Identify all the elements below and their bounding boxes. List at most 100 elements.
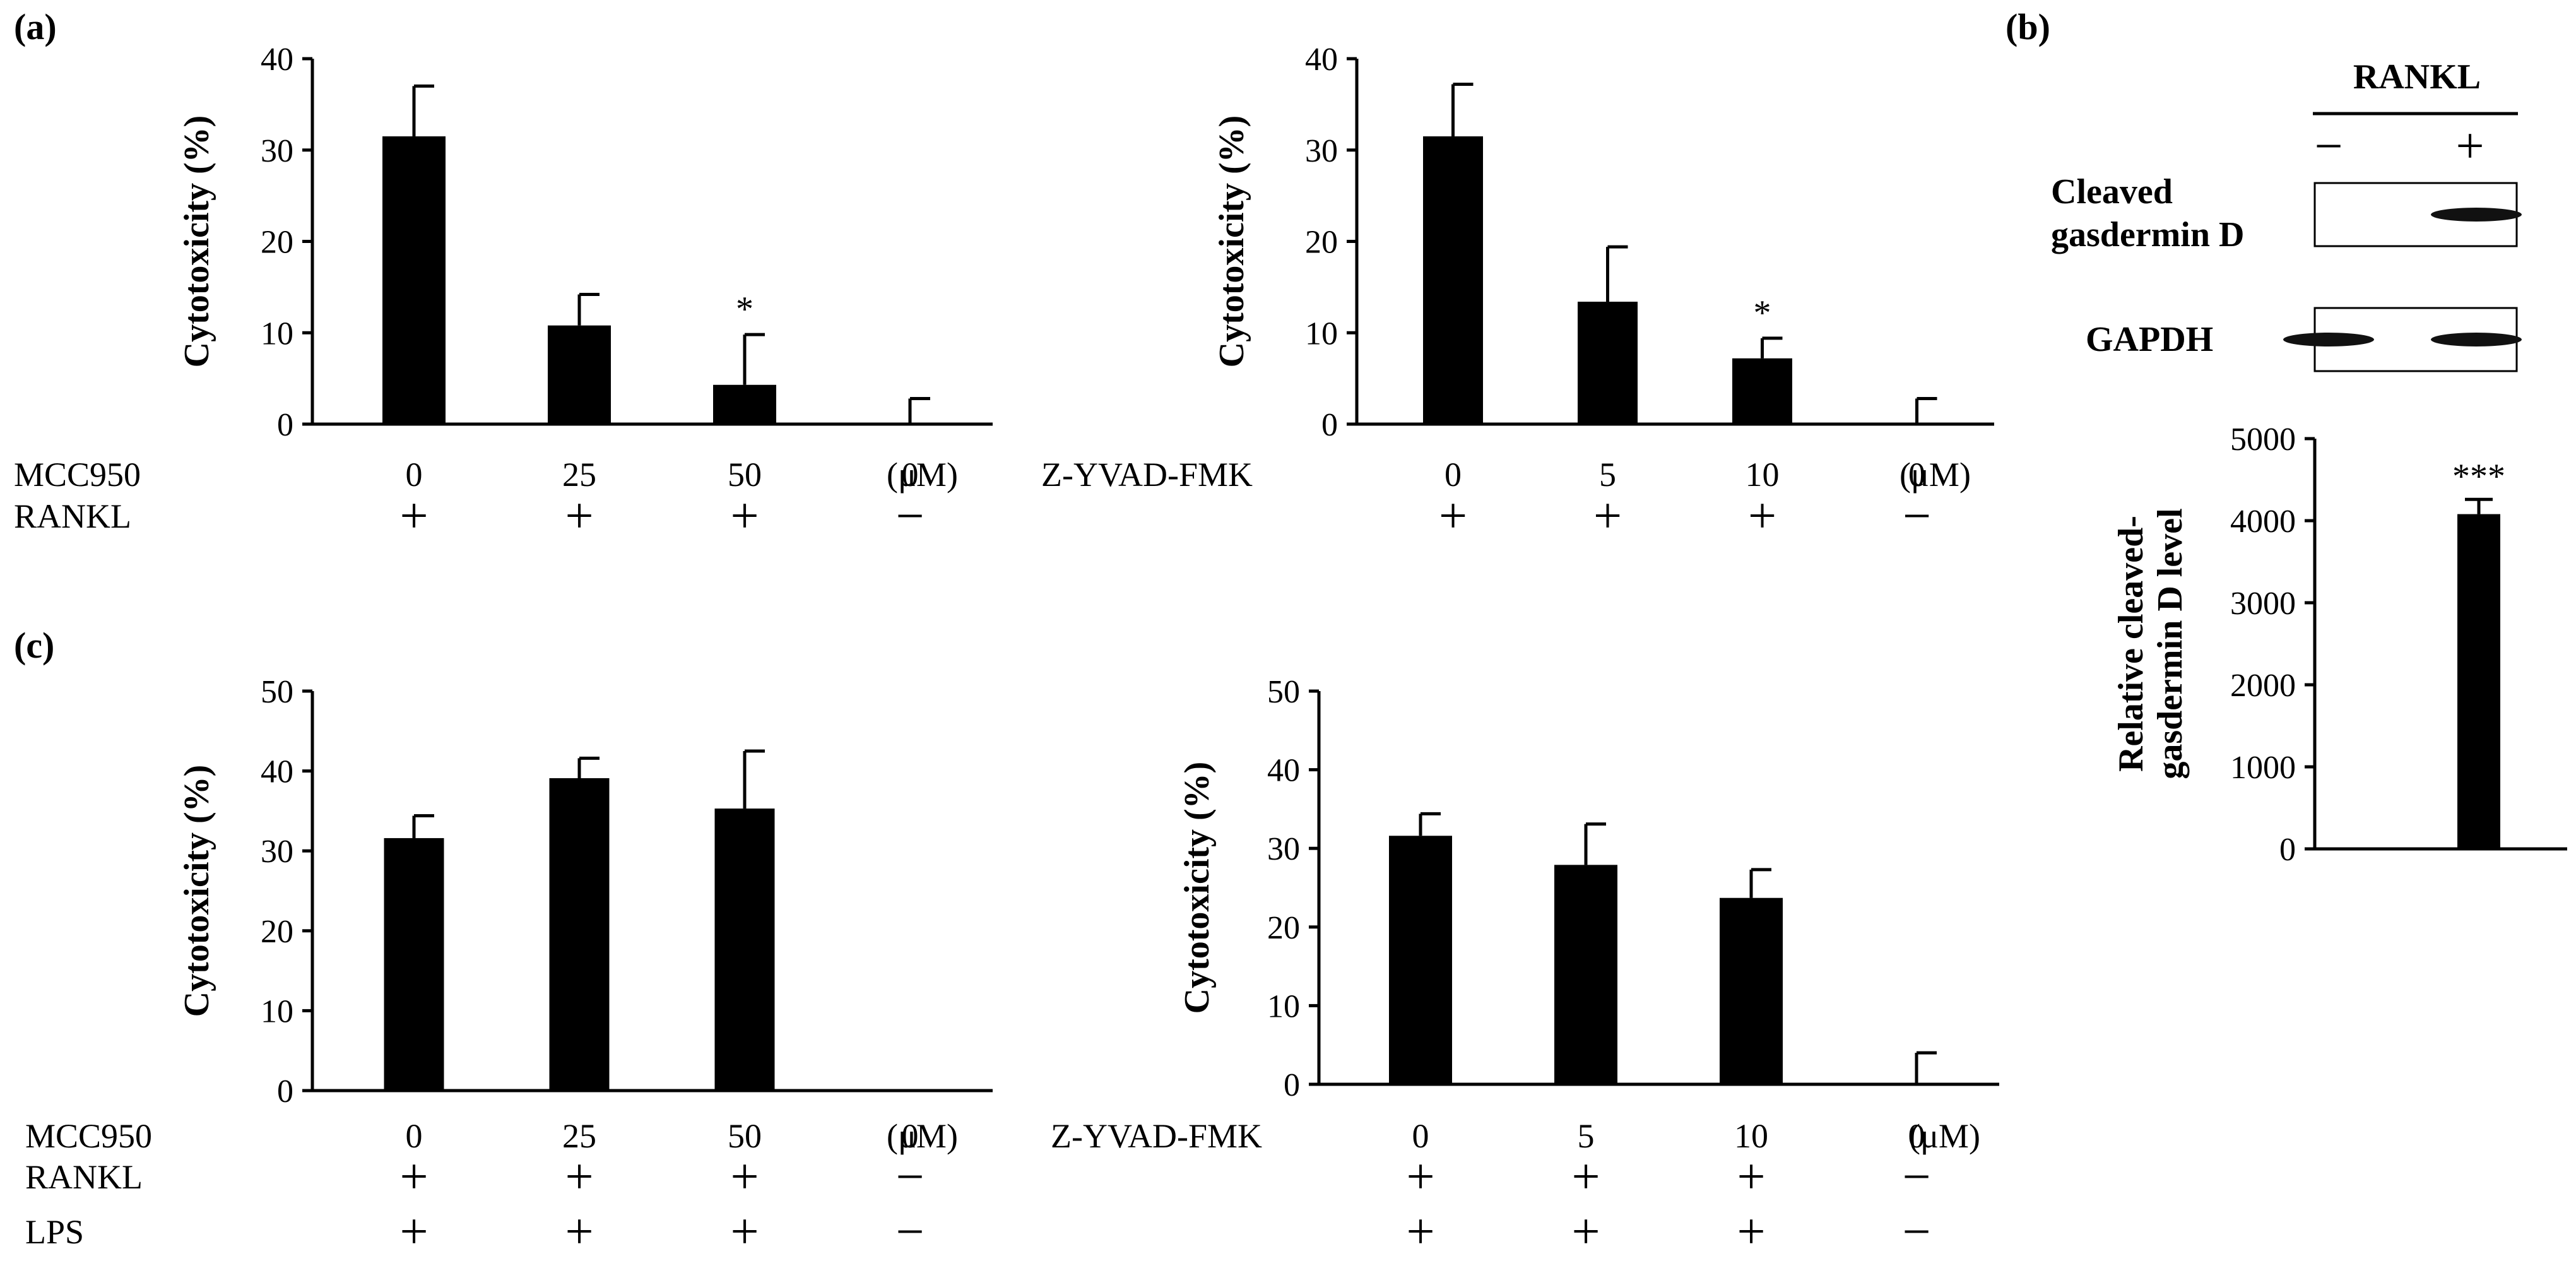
blot-lane-sign: + [2455,119,2484,174]
treatment-sign: + [730,1204,759,1260]
unit-label: (μM) [1900,456,1971,494]
treatment-sign: − [1902,1204,1930,1260]
treatment-sign: + [1737,1149,1765,1205]
y-tick-label: 10 [1267,988,1300,1024]
y-tick-label: 2000 [2230,668,2296,704]
significance-mark: * [1754,293,1771,333]
treatment-sign: − [895,1204,924,1260]
treatment-value: 50 [728,1117,762,1155]
treatment-value: 25 [562,456,596,494]
y-tick-label: 0 [277,407,293,443]
treatment-label: MCC950 [25,1117,152,1155]
treatment-sign: + [1571,1204,1600,1260]
treatment-sign: − [1903,488,1931,544]
blot-band [2283,333,2374,346]
treatment-value: 0 [1908,1117,1925,1155]
treatment-sign: − [895,488,924,544]
chart-a-right: 0 10 20 30 40 Cytotoxicity (%) * Z-YVAD-FMK 0 5 10… [1041,42,1994,544]
unit-label: (μM) [1909,1117,1980,1155]
bar [1732,358,1792,424]
treatment-value: 0 [406,1117,423,1155]
treatment-value: 0 [902,456,919,494]
y-tick-label: 0 [277,1074,293,1110]
y-tick-label: 1000 [2230,750,2296,786]
treatment-value: 50 [728,456,762,494]
treatment-value: 10 [1746,456,1780,494]
panel-label-c: (c) [14,625,54,666]
treatment-label: RANKL [25,1158,143,1196]
y-tick-label: 5000 [2230,422,2296,458]
significance-mark: * [736,290,753,329]
blot-band [2431,333,2522,346]
treatment-value: 0 [1412,1117,1429,1155]
treatment-sign: + [1748,488,1776,544]
bar [1423,136,1483,424]
treatment-label: Z-YVAD-FMK [1051,1117,1262,1155]
blot-row-label: GAPDH [2086,320,2213,359]
treatment-sign: − [1902,1149,1930,1205]
y-tick-label: 10 [1305,316,1338,352]
treatment-sign: + [399,488,428,544]
y-tick-label: 30 [261,834,293,870]
treatment-value: 0 [406,456,423,494]
treatment-sign: + [1593,488,1622,544]
bar [549,778,610,1091]
treatment-label: Z-YVAD-FMK [1041,456,1253,494]
unit-label: (μM) [887,1117,958,1155]
bar [1389,836,1452,1084]
treatment-label: LPS [25,1213,84,1251]
y-axis-label: Cytotoxicity (%) [1178,762,1217,1014]
blot-band [2431,208,2522,222]
treatment-sign: + [399,1149,428,1205]
y-tick-label: 40 [1267,753,1300,789]
treatment-sign: + [1737,1204,1765,1260]
treatment-sign: + [1406,1149,1434,1205]
bar [1720,897,1783,1084]
treatment-sign: + [565,1149,593,1205]
y-tick-label: 40 [261,754,293,790]
y-tick-label: 0 [1321,407,1338,443]
treatment-sign: + [730,488,759,544]
y-tick-label: 40 [261,42,293,78]
treatment-sign: + [1439,488,1467,544]
chart-c-right: 0 10 20 30 40 50 Cytotoxicity (%) Z-YVAD-FMK 0 5 1… [1051,674,1999,1260]
treatment-sign: − [895,1149,924,1205]
treatment-value: 5 [1599,456,1616,494]
treatment-sign: + [730,1149,759,1205]
y-axis-label: Cytotoxicity (%) [1212,115,1251,368]
y-tick-label: 50 [1267,674,1300,710]
bar [384,838,444,1091]
y-tick-label: 50 [261,674,293,710]
treatment-value: 10 [1734,1117,1768,1155]
blot-lane-sign: − [2314,119,2343,174]
treatment-label: MCC950 [14,456,141,494]
y-tick-label: 0 [1284,1067,1300,1103]
treatment-sign: + [399,1204,428,1260]
bar [2457,514,2500,849]
panel-label-b: (b) [2006,6,2050,47]
y-axis-label: Cytotoxicity (%) [177,765,216,1017]
bar [1554,865,1617,1084]
treatment-value: 25 [562,1117,596,1155]
y-tick-label: 20 [261,225,293,261]
y-tick-label: 4000 [2230,504,2296,540]
blot-row-label: gasdermin D [2051,215,2244,254]
blot-row-label: Cleaved [2051,172,2173,211]
significance-mark: *** [2452,457,2505,496]
bar [1578,302,1638,424]
treatment-value: 5 [1578,1117,1595,1155]
blot-header: RANKL [2353,57,2481,97]
y-tick-label: 20 [1267,910,1300,946]
panel-label-a: (a) [14,6,57,47]
y-tick-label: 30 [261,133,293,169]
y-tick-label: 30 [1267,831,1300,867]
bar [382,136,446,424]
treatment-value: 0 [902,1117,919,1155]
treatment-value: 0 [1908,456,1925,494]
bar [713,384,776,424]
y-tick-label: 30 [1305,133,1338,169]
treatment-sign: + [1406,1204,1434,1260]
